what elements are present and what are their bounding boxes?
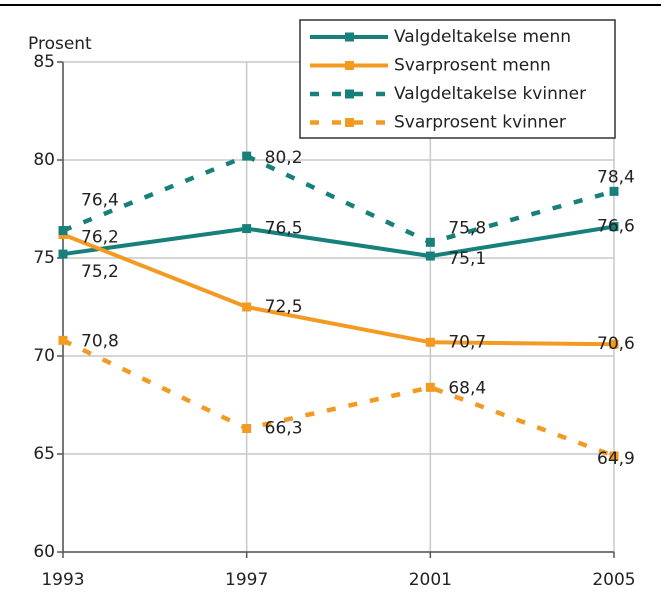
data-label: 78,4 — [597, 167, 635, 187]
x-tick-label: 1997 — [225, 570, 268, 590]
y-tick-label: 60 — [33, 542, 55, 562]
data-label: 76,5 — [265, 219, 303, 239]
y-axis-label: Prosent — [28, 34, 92, 54]
x-tick-label: 2001 — [409, 570, 452, 590]
point-marker — [609, 222, 619, 232]
y-tick-label: 70 — [33, 346, 55, 366]
legend-label: Svarprosent kvinner — [394, 113, 566, 133]
y-tick-label: 80 — [33, 150, 55, 170]
point-marker — [58, 249, 68, 259]
data-label: 75,2 — [81, 262, 119, 282]
data-label: 70,8 — [81, 331, 119, 351]
legend-label: Valgdeltakelse kvinner — [394, 84, 586, 104]
data-label: 66,3 — [265, 419, 303, 439]
data-label: 72,5 — [265, 297, 303, 317]
point-marker — [242, 151, 252, 161]
legend: Valgdeltakelse menn Svarprosent menn Valgd… — [299, 19, 616, 139]
point-marker — [58, 226, 68, 236]
series-line — [62, 338, 615, 459]
point-marker — [425, 251, 435, 261]
data-label: 76,6 — [597, 217, 635, 237]
plot-area: 60 65 70 75 80 85 1993 1997 2001 2005 75,2 76,5 75,1… — [33, 52, 635, 590]
point-marker — [425, 337, 435, 347]
data-label: 75,1 — [448, 249, 486, 269]
point-marker — [609, 451, 619, 461]
series-line — [62, 153, 615, 245]
data-label: 64,9 — [597, 449, 635, 469]
x-tick-label: 1993 — [41, 570, 84, 590]
x-tick-label: 2005 — [592, 570, 635, 590]
data-label: 75,8 — [448, 218, 486, 238]
series-line — [62, 232, 615, 347]
legend-marker — [345, 61, 354, 70]
point-marker — [425, 237, 435, 247]
data-label: 80,2 — [265, 148, 303, 168]
data-label: 68,4 — [448, 378, 486, 398]
y-tick-label: 85 — [33, 52, 55, 72]
legend-label: Svarprosent menn — [394, 56, 551, 76]
data-label: 70,7 — [448, 332, 486, 352]
y-tick-label: 65 — [33, 444, 55, 464]
y-tick-label: 75 — [33, 248, 55, 268]
point-marker — [609, 339, 619, 349]
legend-label: Valgdeltakelse menn — [394, 27, 571, 47]
legend-marker — [345, 32, 354, 42]
series-line — [62, 224, 615, 259]
data-label: 76,4 — [81, 191, 119, 211]
data-label: 76,2 — [81, 227, 119, 247]
point-marker — [425, 382, 435, 392]
point-marker — [58, 335, 68, 345]
legend-marker — [345, 89, 354, 99]
point-marker — [242, 302, 252, 312]
point-marker — [242, 224, 252, 234]
point-marker — [609, 186, 619, 196]
legend-marker — [345, 118, 354, 127]
data-label: 70,6 — [597, 334, 635, 354]
point-marker — [242, 424, 252, 434]
